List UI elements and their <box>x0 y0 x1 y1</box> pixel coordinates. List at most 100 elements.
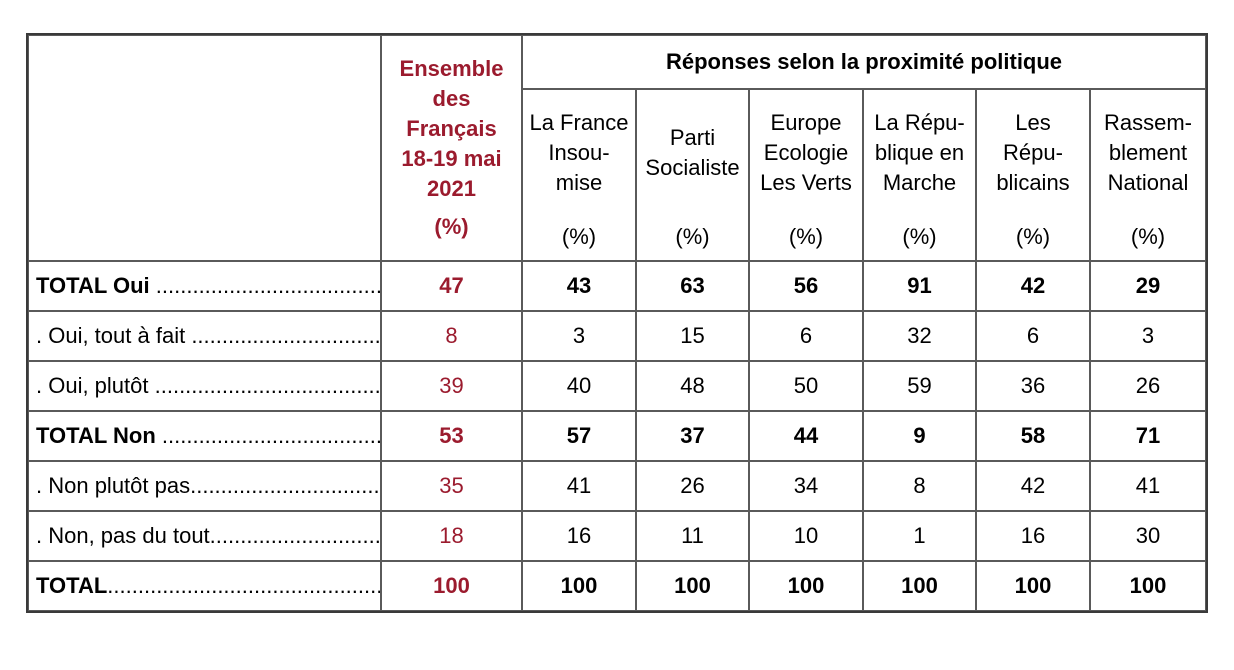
party-value: 8 <box>863 461 976 511</box>
party-unit: (%) <box>1130 224 1166 249</box>
row-label-text: . Oui, plutôt <box>36 373 155 398</box>
party-name: Parti Socialiste <box>637 98 748 208</box>
party-name-line: La France <box>529 110 629 135</box>
party-name-line: Répu- <box>1003 140 1063 165</box>
party-value: 32 <box>863 311 976 361</box>
party-value: 29 <box>1090 261 1207 311</box>
party-header: Europe Ecologie Les Verts (%) <box>749 89 863 261</box>
party-header: La France Insou-mise (%) <box>522 89 636 261</box>
party-value: 58 <box>976 411 1090 461</box>
party-value: 30 <box>1090 511 1207 561</box>
ensemble-value: 47 <box>381 261 522 311</box>
party-name-line: blicains <box>996 170 1070 195</box>
party-name: Les Répu-blicains <box>977 98 1089 208</box>
row-label-text: . Non plutôt pas <box>36 473 191 498</box>
ensemble-header-line: des <box>432 86 471 111</box>
table-row: TOTAL Oui ..............................… <box>28 261 1207 311</box>
party-name-line: blique en <box>874 140 965 165</box>
party-value: 11 <box>636 511 749 561</box>
party-name: La Répu-blique en Marche <box>864 98 975 208</box>
corner-cell <box>28 35 381 261</box>
party-value: 43 <box>522 261 636 311</box>
party-value: 100 <box>863 561 976 611</box>
party-value: 41 <box>522 461 636 511</box>
party-value: 100 <box>636 561 749 611</box>
party-value: 6 <box>749 311 863 361</box>
ensemble-value: 8 <box>381 311 522 361</box>
party-value: 26 <box>636 461 749 511</box>
party-name-line: Europe <box>770 110 842 135</box>
row-label: . Oui, tout à fait .....................… <box>28 311 381 361</box>
party-value: 10 <box>749 511 863 561</box>
party-unit: (%) <box>561 224 597 249</box>
party-name: Europe Ecologie Les Verts <box>750 98 862 208</box>
row-label: . Non, pas du tout......................… <box>28 511 381 561</box>
row-label: . Non plutôt pas........................… <box>28 461 381 511</box>
party-unit: (%) <box>1015 224 1051 249</box>
table-row: . Non plutôt pas........................… <box>28 461 1207 511</box>
table-row: TOTAL Non ..............................… <box>28 411 1207 461</box>
party-name-line: La Répu- <box>874 110 965 135</box>
ensemble-header-line: Français <box>406 116 497 141</box>
ensemble-value: 18 <box>381 511 522 561</box>
ensemble-unit: (%) <box>434 214 469 239</box>
party-header: Parti Socialiste (%) <box>636 89 749 261</box>
row-label: TOTAL...................................… <box>28 561 381 611</box>
party-unit: (%) <box>788 224 824 249</box>
party-value: 1 <box>863 511 976 561</box>
party-value: 16 <box>522 511 636 561</box>
party-name-line: Insou- <box>548 140 610 165</box>
party-value: 100 <box>749 561 863 611</box>
party-value: 40 <box>522 361 636 411</box>
table-row: . Oui, plutôt ..........................… <box>28 361 1207 411</box>
party-value: 15 <box>636 311 749 361</box>
party-value: 44 <box>749 411 863 461</box>
party-value: 50 <box>749 361 863 411</box>
party-name-line: Marche <box>882 170 957 195</box>
party-value: 100 <box>976 561 1090 611</box>
party-value: 9 <box>863 411 976 461</box>
results-table: Ensemble des Français 18-19 mai 2021 (%)… <box>26 33 1209 613</box>
party-value: 91 <box>863 261 976 311</box>
party-name: La France Insou-mise <box>523 98 635 208</box>
party-value: 36 <box>976 361 1090 411</box>
ensemble-value: 35 <box>381 461 522 511</box>
party-unit: (%) <box>675 224 710 249</box>
row-leader-dots: ........................................… <box>107 573 381 598</box>
party-name-line: National <box>1107 170 1189 195</box>
row-leader-dots: ........................................… <box>190 473 380 498</box>
table-row: . Oui, tout à fait .....................… <box>28 311 1207 361</box>
party-name-line: Ecologie <box>763 140 849 165</box>
ensemble-header-line: Ensemble <box>399 56 504 81</box>
party-value: 42 <box>976 461 1090 511</box>
table-row: TOTAL...................................… <box>28 561 1207 611</box>
party-unit: (%) <box>902 224 937 249</box>
party-value: 59 <box>863 361 976 411</box>
party-value: 41 <box>1090 461 1207 511</box>
party-value: 48 <box>636 361 749 411</box>
party-name-line: blement <box>1108 140 1188 165</box>
party-name-line: Socialiste <box>645 155 740 180</box>
party-name-line: Les <box>1015 110 1051 135</box>
party-name-line: Les Verts <box>760 170 852 195</box>
row-label: TOTAL Non ..............................… <box>28 411 381 461</box>
party-value: 100 <box>1090 561 1207 611</box>
party-value: 57 <box>522 411 636 461</box>
party-value: 63 <box>636 261 749 311</box>
row-label-text: TOTAL Non <box>36 423 162 448</box>
group-title: Réponses selon la proximité politique <box>522 35 1207 89</box>
party-header: Rassem-blement National (%) <box>1090 89 1207 261</box>
row-label: . Oui, plutôt ..........................… <box>28 361 381 411</box>
ensemble-header-line: 2021 <box>427 176 476 201</box>
party-value: 3 <box>522 311 636 361</box>
party-value: 100 <box>522 561 636 611</box>
row-label-text: . Oui, tout à fait <box>36 323 192 348</box>
party-header: La Répu-blique en Marche (%) <box>863 89 976 261</box>
party-value: 42 <box>976 261 1090 311</box>
party-value: 34 <box>749 461 863 511</box>
row-label: TOTAL Oui ..............................… <box>28 261 381 311</box>
ensemble-value: 100 <box>381 561 522 611</box>
party-value: 56 <box>749 261 863 311</box>
ensemble-header: Ensemble des Français 18-19 mai 2021 (%) <box>381 35 522 261</box>
party-value: 6 <box>976 311 1090 361</box>
